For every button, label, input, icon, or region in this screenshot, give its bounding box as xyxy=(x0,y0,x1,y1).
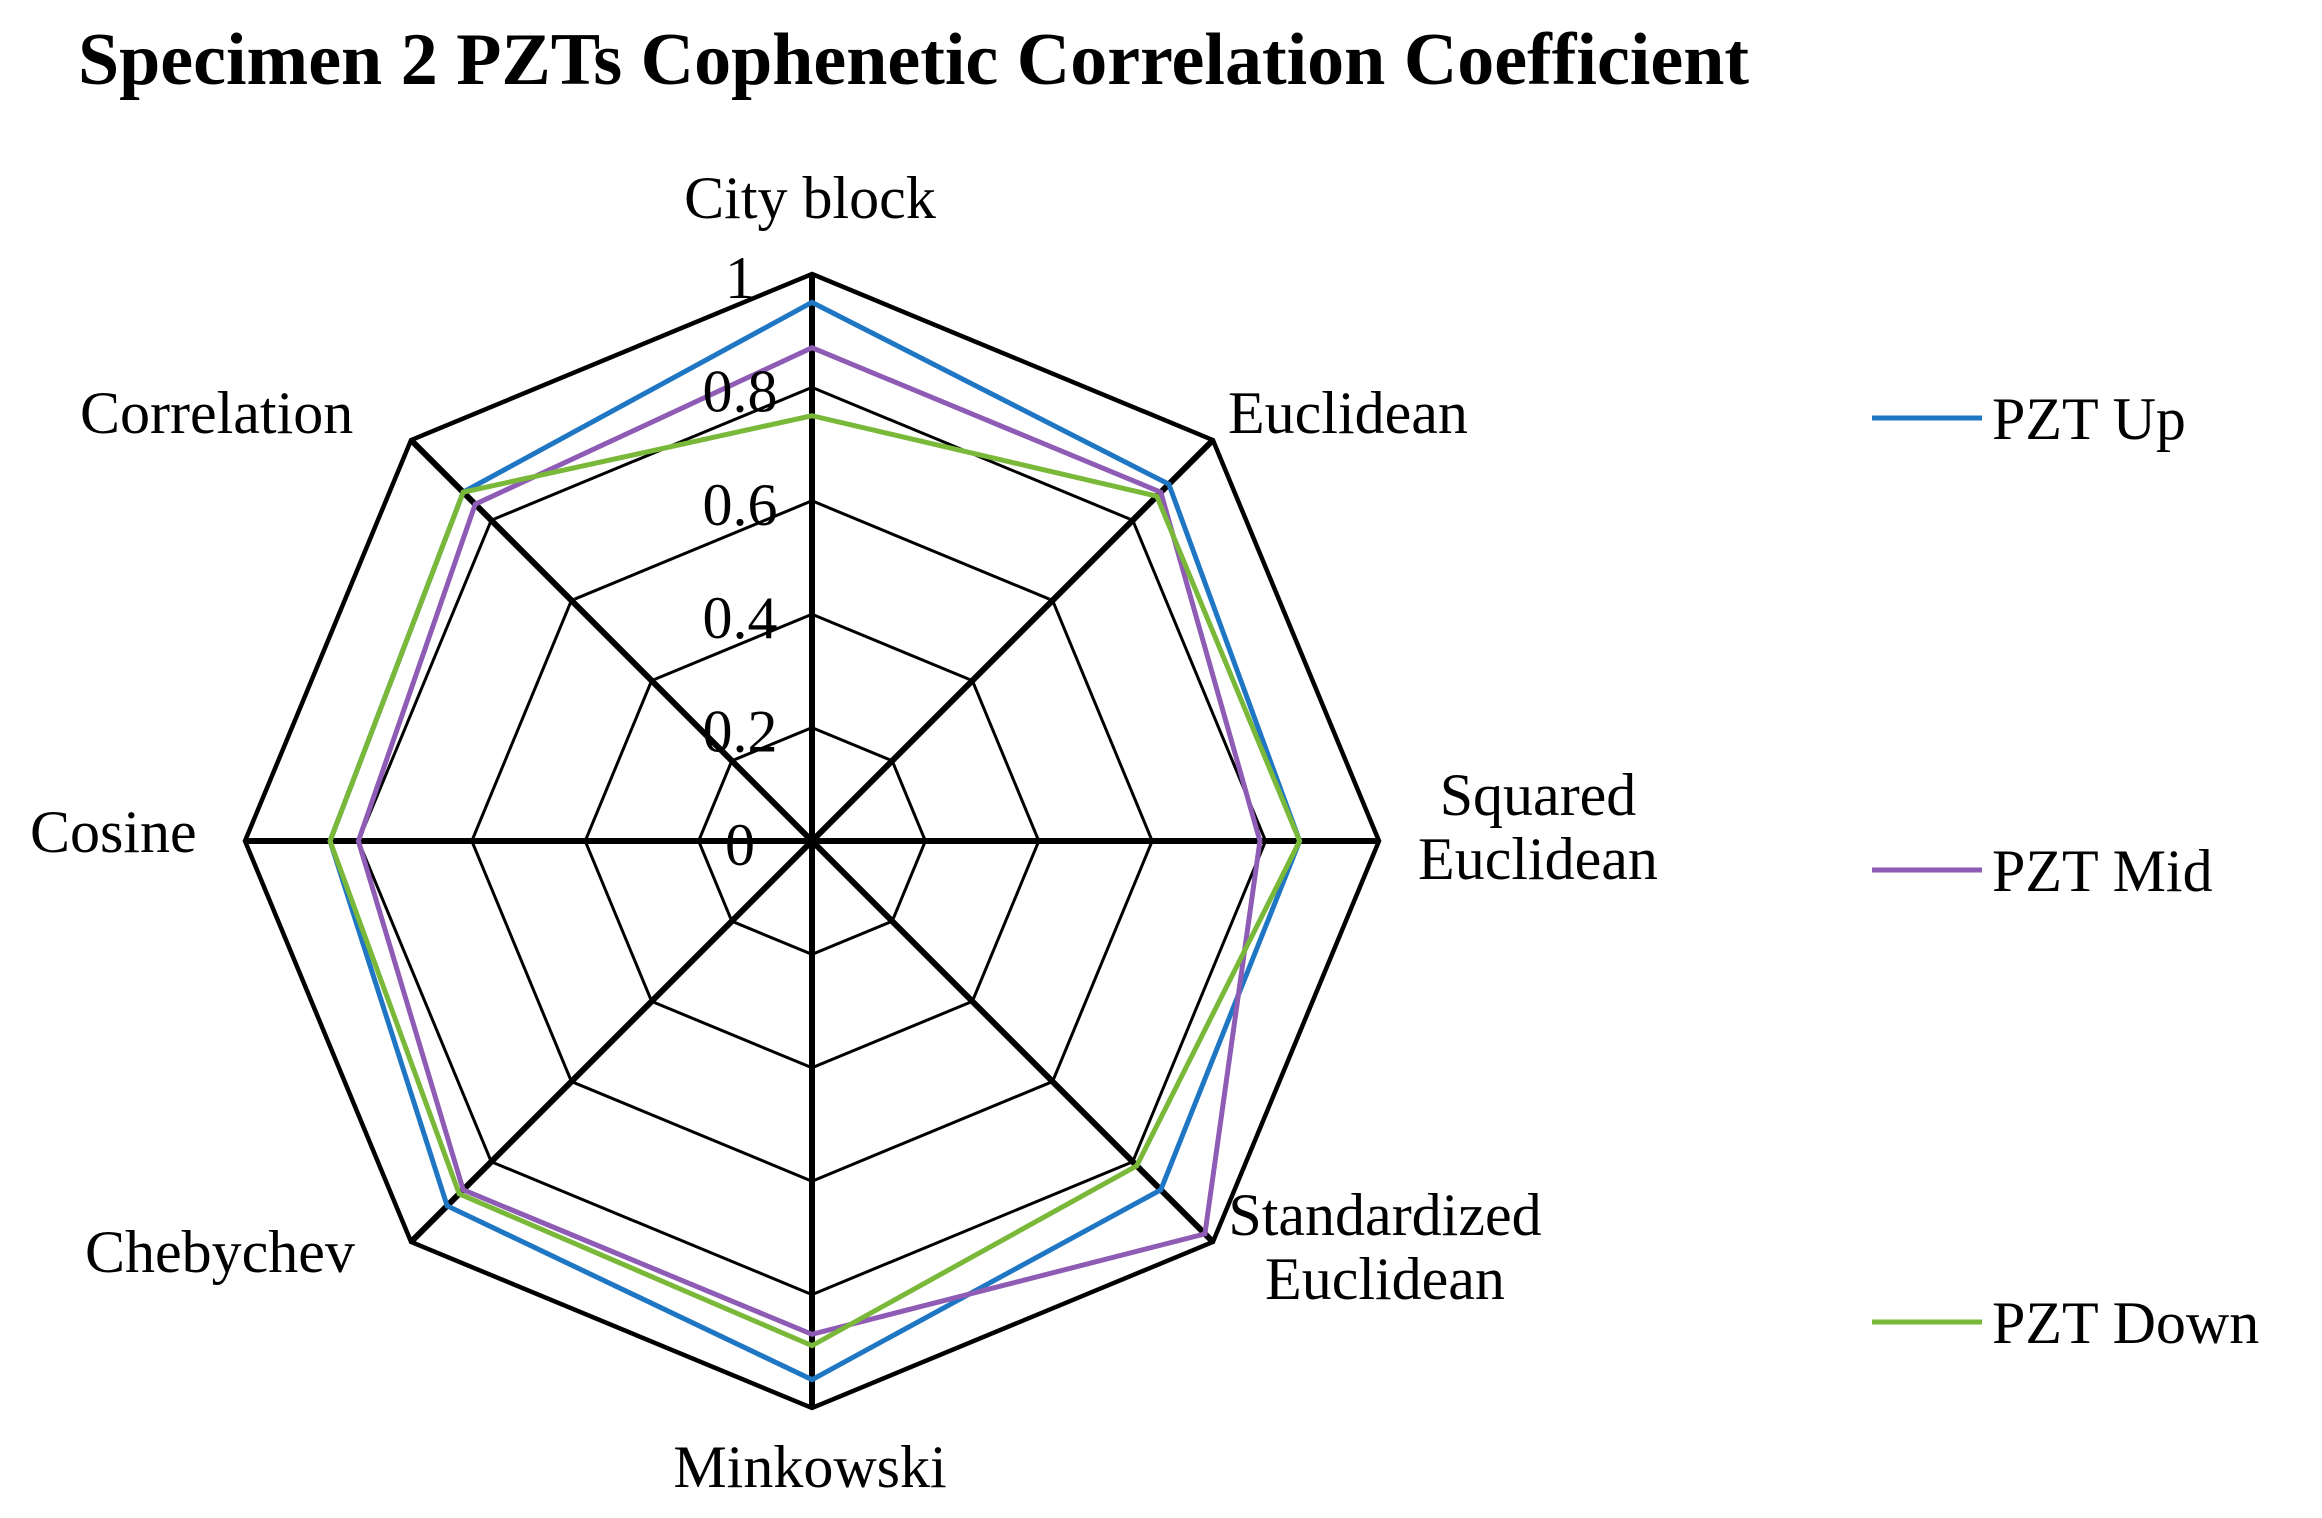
axis-label-7: Correlation xyxy=(80,380,353,446)
legend-label-pzt-up: PZT Up xyxy=(1992,386,2186,452)
axis-label-2: Squared Euclidean xyxy=(1418,762,1658,892)
tick-label-0.4: 0.4 xyxy=(703,585,778,651)
series-pzt-down xyxy=(327,413,1303,1349)
chart-title: Specimen 2 PZTs Cophenetic Correlation C… xyxy=(78,19,1749,101)
spoke-3 xyxy=(809,838,1216,1245)
spoke-7 xyxy=(408,437,815,844)
tick-label-1: 1 xyxy=(725,245,755,311)
axis-label-5: Chebychev xyxy=(85,1219,355,1285)
axis-label-4: Minkowski xyxy=(673,1434,946,1500)
legend-label-pzt-mid: PZT Mid xyxy=(1992,838,2213,904)
spoke-1 xyxy=(809,437,1216,844)
legend-label-pzt-down: PZT Down xyxy=(1992,1290,2259,1356)
tick-label-0: 0 xyxy=(725,812,755,878)
series-pzt-mid xyxy=(355,344,1263,1337)
radar-spokes xyxy=(245,274,1379,1408)
legend: PZT Up PZT Mid PZT Down xyxy=(1872,386,2259,1356)
tick-label-0.8: 0.8 xyxy=(703,358,778,424)
axis-label-0: City block xyxy=(684,165,936,231)
tick-label-0.6: 0.6 xyxy=(703,472,778,538)
tick-label-0.2: 0.2 xyxy=(703,699,778,765)
radar-series xyxy=(327,299,1303,1383)
axis-label-1: Euclidean xyxy=(1228,380,1468,446)
axis-label-3: Standardized Euclidean xyxy=(1228,1182,1541,1312)
spoke-5 xyxy=(408,838,815,1245)
axis-label-6: Cosine xyxy=(30,799,197,865)
radial-tick-labels: 0 0.2 0.4 0.6 0.8 1 xyxy=(703,245,778,878)
axis-labels: City block Euclidean Squared Euclidean Stand… xyxy=(30,165,1658,1500)
